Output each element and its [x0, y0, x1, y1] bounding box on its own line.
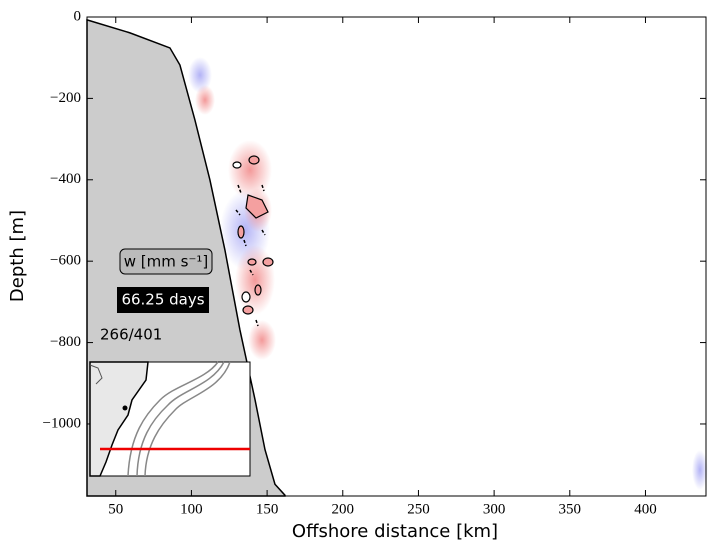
field-patch — [692, 450, 708, 490]
island — [122, 405, 128, 411]
plot-frame — [86, 16, 707, 497]
contour — [235, 184, 266, 327]
inset-map — [89, 361, 251, 477]
field-patch — [195, 85, 215, 115]
contour — [241, 291, 251, 303]
variable-label: w [mm s⁻¹] — [124, 253, 208, 271]
x-tick-label: 300 — [483, 501, 506, 517]
land — [89, 361, 149, 477]
x-axis-label: Offshore distance [km] — [292, 521, 498, 542]
x-tick-label: 150 — [256, 501, 279, 517]
time-label: 66.25 days — [121, 291, 204, 309]
variable-box — [119, 248, 213, 275]
contour — [237, 225, 245, 239]
y-tick-label: −400 — [50, 171, 81, 187]
contour — [254, 284, 262, 296]
y-tick-label: 0 — [74, 8, 82, 24]
field-patch — [188, 57, 212, 93]
velocity-field — [188, 57, 708, 490]
y-axis-label: Depth [m] — [7, 210, 28, 302]
contour — [262, 257, 274, 267]
y-tick-label: −800 — [50, 334, 81, 350]
x-tick-label: 400 — [634, 501, 657, 517]
frame-label: 266/401 — [100, 326, 162, 344]
field-patch — [235, 245, 275, 315]
contour — [242, 305, 254, 315]
contour — [247, 258, 257, 266]
x-tick-label: 200 — [332, 501, 355, 517]
y-tick-label: −600 — [50, 253, 81, 269]
x-tick-label: 100 — [180, 501, 203, 517]
contour — [232, 161, 242, 169]
x-tick-label: 350 — [559, 501, 582, 517]
border — [89, 364, 103, 385]
y-tick-label: −1000 — [43, 415, 81, 431]
x-tick-label: 50 — [108, 501, 123, 517]
field-patch — [228, 140, 272, 200]
y-tick-label: −200 — [50, 90, 81, 106]
contour — [248, 155, 260, 165]
isobath — [127, 361, 219, 477]
x-tick-label: 250 — [407, 501, 430, 517]
contour — [245, 194, 269, 219]
field-patch — [248, 320, 276, 360]
time-box — [117, 287, 209, 313]
